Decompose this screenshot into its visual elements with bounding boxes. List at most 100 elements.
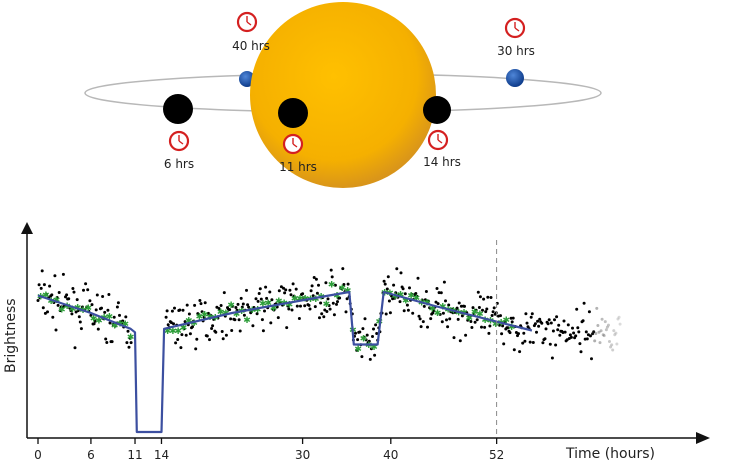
data-point (546, 322, 550, 326)
data-point (70, 312, 74, 316)
data-point (317, 283, 320, 287)
data-point (362, 335, 366, 339)
binned-point: ✱ (360, 335, 368, 345)
binned-point: ✱ (476, 310, 484, 320)
binned-point: ✱ (286, 301, 294, 311)
data-point (447, 303, 451, 307)
data-point (373, 353, 377, 357)
data-point (301, 292, 305, 296)
data-point (474, 308, 478, 312)
binned-point: ✱ (275, 297, 283, 307)
data-point (518, 350, 522, 354)
data-point (536, 319, 540, 323)
data-point (484, 310, 488, 314)
data-point (282, 286, 285, 290)
data-point (506, 326, 510, 330)
data-point (419, 325, 423, 329)
data-point (491, 310, 495, 314)
data-point (342, 283, 346, 286)
data-point (289, 293, 293, 297)
data-point (521, 341, 525, 345)
data-point (585, 337, 589, 341)
binned-point: ✱ (296, 295, 304, 305)
data-point (164, 315, 168, 319)
data-point (398, 300, 402, 304)
data-point (229, 317, 233, 321)
x-tick-label: 11 (127, 448, 142, 462)
data-point (341, 267, 345, 271)
planet-right-quadrature (506, 69, 524, 87)
data-point (468, 315, 472, 319)
data-point (103, 310, 107, 314)
data-point (318, 316, 321, 320)
data-point (293, 296, 297, 300)
data-point (290, 308, 294, 312)
data-point (331, 301, 335, 305)
data-point (58, 309, 62, 313)
data-point (208, 338, 211, 342)
data-point (256, 299, 260, 303)
data-point (104, 337, 108, 341)
data-point (323, 308, 327, 312)
data-point (345, 297, 349, 301)
clock-icon (504, 17, 526, 39)
data-point (36, 299, 40, 302)
data-point (205, 334, 209, 338)
data-point (287, 307, 291, 311)
data-point (241, 302, 245, 306)
data-point (108, 321, 112, 325)
data-point (498, 323, 501, 327)
data-point (326, 297, 330, 301)
binned-point: ✱ (312, 295, 320, 305)
data-point (312, 276, 316, 279)
data-point (180, 333, 184, 337)
data-point (441, 311, 445, 315)
data-point (355, 348, 359, 352)
data-point (415, 294, 419, 298)
binned-point: ✱ (270, 304, 278, 314)
data-point (284, 288, 288, 292)
data-point (118, 313, 121, 317)
data-point (393, 296, 397, 300)
data-point (46, 310, 49, 314)
data-point (488, 324, 492, 328)
data-point (571, 326, 574, 330)
data-point (332, 313, 336, 317)
data-point (81, 305, 84, 309)
data-point (100, 306, 103, 310)
data-point (399, 271, 403, 275)
data-point (88, 299, 92, 303)
data-point (291, 282, 295, 286)
binned-point: ✱ (397, 290, 405, 300)
data-point (482, 297, 486, 301)
data-point (486, 295, 490, 299)
fade-overlay (590, 240, 640, 400)
data-point (61, 272, 65, 276)
data-point (327, 304, 331, 307)
binned-point: ✱ (42, 291, 50, 301)
binned-point: ✱ (111, 321, 119, 331)
binned-point: ✱ (174, 327, 182, 337)
data-point (385, 287, 389, 291)
model-curve (37, 290, 533, 434)
data-point (537, 324, 541, 328)
data-point (421, 320, 425, 324)
data-point (97, 318, 101, 322)
data-point (525, 321, 529, 325)
data-point (193, 303, 197, 307)
data-point (406, 308, 410, 312)
data-point (95, 293, 99, 297)
data-point (408, 286, 411, 290)
binned-point: ✱ (63, 302, 71, 312)
binned-point: ✱ (455, 309, 463, 319)
data-point (41, 306, 45, 310)
data-point (319, 301, 323, 305)
data-point (247, 305, 251, 309)
data-point (489, 296, 493, 299)
data-point (392, 283, 396, 287)
data-point (42, 283, 46, 287)
data-point (258, 287, 262, 291)
data-point (330, 275, 334, 279)
data-point (344, 310, 348, 314)
data-point (490, 314, 494, 317)
